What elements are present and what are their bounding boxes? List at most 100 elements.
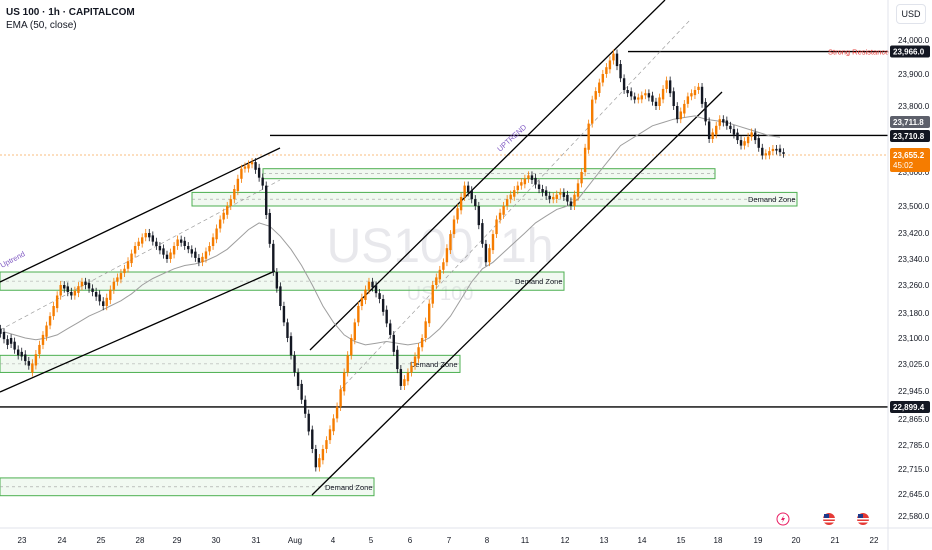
candle-body — [629, 91, 633, 97]
candle-body — [420, 338, 424, 348]
x-tick-label: 31 — [252, 536, 261, 545]
candle-body — [357, 306, 360, 323]
candle-body — [151, 235, 155, 242]
candle-body — [48, 316, 52, 326]
candle-body — [314, 449, 318, 468]
candle-body — [296, 372, 300, 386]
candle-body — [140, 237, 144, 244]
candle-body — [80, 281, 84, 287]
candle-body — [6, 339, 9, 345]
candle-body — [722, 119, 725, 123]
channel-midline — [0, 179, 281, 331]
x-tick-label: 25 — [97, 536, 106, 545]
y-tick-label: 23,100.0 — [898, 334, 930, 343]
candle-body — [13, 341, 16, 350]
y-tick-label: 23,340.0 — [898, 255, 930, 264]
candle-body — [679, 111, 682, 120]
candle-body — [240, 168, 243, 179]
candle-body — [591, 99, 594, 124]
candle-body — [753, 132, 757, 141]
x-tick-label: 30 — [212, 536, 221, 545]
us-flag-icon[interactable] — [822, 512, 836, 531]
watermark-subtitle: US 100 — [407, 283, 474, 305]
x-tick-label: 8 — [485, 536, 490, 545]
candle-body — [332, 418, 335, 432]
candle-body — [502, 206, 505, 215]
candle-body — [435, 277, 438, 285]
candle-body — [289, 336, 293, 356]
candle-body — [615, 53, 619, 67]
y-tick-label: 23,500.0 — [898, 202, 930, 211]
candle-body — [172, 246, 176, 255]
candle-body — [109, 289, 112, 300]
candle-body — [417, 347, 420, 359]
candle-body — [162, 248, 165, 255]
y-tick-label: 22,865.0 — [898, 415, 930, 424]
candle-body — [367, 281, 371, 290]
us-flag-icon[interactable] — [856, 512, 870, 531]
candle-body — [9, 338, 13, 344]
candle-body — [286, 322, 289, 338]
candle-body — [544, 190, 548, 196]
price-tag-level-text: 23,710.8 — [893, 132, 925, 141]
candle-body — [715, 125, 718, 135]
candle-body — [428, 303, 431, 324]
symbol-title[interactable]: US 100 · 1h · CAPITALCOM — [6, 7, 135, 18]
candle-body — [736, 132, 739, 141]
lightning-icon[interactable] — [776, 512, 790, 531]
candle-body — [360, 297, 364, 306]
candle-body — [775, 148, 778, 151]
candle-body — [257, 167, 261, 178]
candle-body — [413, 356, 417, 366]
candle-body — [137, 241, 140, 246]
candle-body — [325, 440, 328, 449]
candle-body — [534, 177, 537, 185]
candle-body — [339, 389, 342, 407]
y-tick-label: 22,945.0 — [898, 387, 930, 396]
candle-body — [520, 182, 523, 186]
candle-body — [155, 241, 158, 246]
x-tick-label: 28 — [136, 536, 145, 545]
candle-body — [686, 96, 690, 104]
candle-body — [84, 281, 87, 285]
candle-body — [746, 136, 750, 144]
candle-body — [335, 406, 339, 419]
candle-body — [761, 147, 764, 156]
candle-body — [165, 254, 169, 259]
candle-body — [693, 90, 697, 96]
x-tick-label: Aug — [288, 536, 302, 545]
demand-zone-label: Demand Zone — [325, 483, 373, 492]
candle-body — [187, 246, 190, 250]
candle-body — [268, 212, 271, 244]
price-tag-current — [890, 148, 930, 172]
candle-body — [757, 138, 760, 148]
indicator-label[interactable]: EMA (50, close) — [6, 20, 77, 31]
currency-button[interactable]: USD — [896, 4, 926, 24]
candle-body — [119, 273, 123, 280]
channel-midline — [339, 19, 691, 391]
candle-body — [318, 458, 321, 468]
candle-body — [211, 237, 215, 246]
trend-channel-line — [311, 91, 723, 496]
candle-body — [77, 286, 80, 293]
candle-body — [311, 429, 314, 449]
candle-body — [247, 164, 250, 169]
candle-body — [374, 285, 378, 294]
candle-body — [445, 248, 449, 263]
candle-body — [456, 208, 459, 220]
candle-body — [690, 93, 693, 97]
candle-body — [406, 372, 410, 382]
x-tick-label: 21 — [831, 536, 840, 545]
candle-body — [527, 175, 530, 179]
candle-body — [697, 86, 700, 90]
candle-body — [201, 256, 204, 263]
candle-body — [658, 97, 661, 106]
candle-body — [732, 129, 736, 135]
candle-body — [651, 95, 654, 102]
price-tag-support — [890, 400, 930, 413]
candle-body — [233, 189, 236, 200]
candle-body — [275, 272, 279, 289]
candle-body — [272, 243, 275, 272]
candle-body — [530, 175, 534, 180]
